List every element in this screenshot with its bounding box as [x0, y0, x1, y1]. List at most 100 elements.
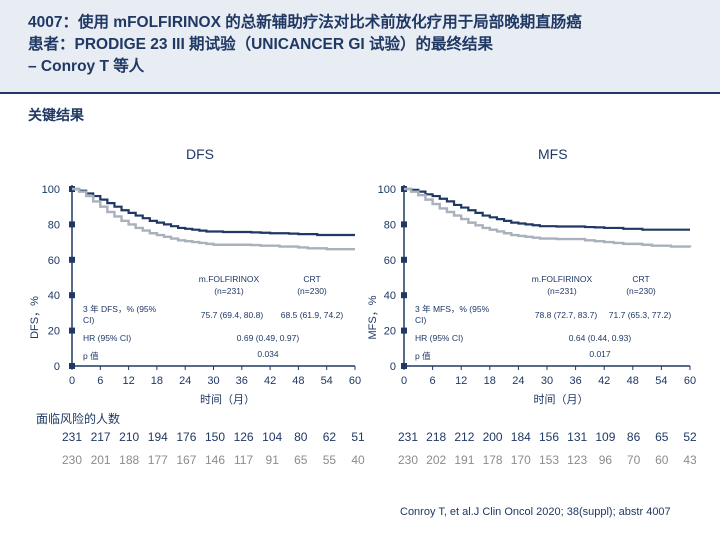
dfs-series-crt	[72, 187, 355, 251]
dfs-at-risk-mfolfirinox: 217	[91, 430, 111, 444]
dfs-row-p-value: 0.034	[257, 349, 279, 359]
mfs-series-mfolfirinox	[404, 187, 690, 231]
dfs-at-risk-crt: 65	[294, 453, 308, 467]
mfs-at-risk-crt: 60	[655, 453, 669, 467]
dfs-x-tick-label: 48	[292, 375, 304, 387]
mfs-row-3yr-mfolfirinox: 78.8 (72.7, 83.7)	[535, 310, 598, 320]
dfs-x-tick-label: 24	[179, 375, 191, 387]
mfs-x-tick-label: 48	[627, 375, 639, 387]
mfs-at-risk-crt: 178	[483, 453, 503, 467]
mfs-legend-mfolfirinox-line: m.FOLFIRINOX	[532, 274, 593, 284]
dfs-at-risk-mfolfirinox: 150	[205, 430, 225, 444]
mfs-at-risk-mfolfirinox: 212	[454, 430, 474, 444]
header-divider	[0, 92, 720, 94]
dfs-at-risk-crt: 201	[91, 453, 111, 467]
dfs-y-tick-label: 0	[54, 361, 60, 373]
dfs-at-risk-mfolfirinox: 51	[351, 430, 365, 444]
dfs-legend-crt-line: CRT	[303, 274, 320, 284]
mfs-legend-crt: CRT (n=230)	[626, 274, 656, 296]
dfs-row-p-label: p 值	[83, 351, 99, 361]
dfs-at-risk-mfolfirinox: 80	[294, 430, 308, 444]
dfs-at-risk-mfolfirinox: 176	[176, 430, 196, 444]
mfs-row-hr-label: HR (95% CI)	[415, 333, 463, 343]
dfs-x-tick-label: 6	[97, 375, 103, 387]
section-title: 关键结果	[28, 107, 84, 123]
mfs-y-tick-mark	[401, 256, 407, 263]
mfs-legend-mfolfirinox: m.FOLFIRINOX (n=231)	[532, 274, 593, 296]
mfs-x-tick-label: 12	[455, 375, 467, 387]
dfs-at-risk-crt: 146	[205, 453, 225, 467]
dfs-y-tick-label: 100	[42, 184, 60, 196]
dfs-at-risk-crt: 117	[234, 453, 253, 467]
dfs-x-axis-label: 时间（月）	[200, 393, 255, 406]
dfs-x-tick-label: 18	[151, 375, 163, 387]
dfs-legend-crt: CRT (n=230)	[297, 274, 327, 296]
dfs-row-hr-value: 0.69 (0.49, 0.97)	[237, 333, 300, 343]
mfs-x-tick-label: 42	[598, 375, 610, 387]
mfs-x-tick-label: 0	[401, 375, 407, 387]
dfs-at-risk-mfolfirinox: 104	[262, 430, 282, 444]
dfs-x-tick-label: 60	[349, 375, 361, 387]
mfs-row-hr-value: 0.64 (0.44, 0.93)	[569, 333, 632, 343]
mfs-at-risk-crt: 43	[683, 453, 697, 467]
mfs-at-risk-mfolfirinox: 109	[595, 430, 615, 444]
dfs-at-risk-crt: 55	[323, 453, 337, 467]
mfs-at-risk-mfolfirinox: 65	[655, 430, 669, 444]
mfs-y-axis-label: MFS，%	[367, 295, 379, 339]
slide-title: 4007：使用 mFOLFIRINOX 的总新辅助疗法对比术前放化疗用于局部晚期…	[28, 12, 708, 78]
dfs-y-tick-label: 80	[48, 219, 60, 231]
mfs-x-tick-label: 54	[655, 375, 667, 387]
dfs-row-3yr-crt: 68.5 (61.9, 74.2)	[281, 310, 344, 320]
dfs-y-axis-label: DFS，%	[29, 296, 41, 339]
mfs-at-risk-mfolfirinox: 52	[683, 430, 697, 444]
mfs-at-risk-crt: 96	[599, 453, 613, 467]
mfs-y-tick-mark	[401, 292, 407, 299]
mfs-x-tick-label: 30	[541, 375, 553, 387]
mfs-at-risk-mfolfirinox: 184	[511, 430, 531, 444]
mfs-y-tick-label: 60	[384, 255, 396, 267]
mfs-at-risk-crt: 70	[627, 453, 641, 467]
dfs-at-risk-crt: 91	[266, 453, 280, 467]
mfs-y-tick-label: 20	[384, 326, 396, 338]
header-band	[0, 0, 720, 92]
mfs-y-tick-label: 80	[384, 219, 396, 231]
dfs-at-risk-crt: 188	[119, 453, 139, 467]
mfs-at-risk-crt: 170	[511, 453, 531, 467]
mfs-series-crt	[404, 187, 692, 248]
mfs-x-tick-label: 18	[484, 375, 496, 387]
mfs-y-tick-mark	[401, 221, 407, 228]
mfs-row-3yr-label-line: CI)	[415, 315, 427, 325]
dfs-legend-mfolfirinox: m.FOLFIRINOX (n=231)	[199, 274, 260, 296]
title-line-3: – Conroy T 等人	[28, 58, 145, 75]
dfs-row-3yr-mfolfirinox: 75.7 (69.4, 80.8)	[201, 310, 264, 320]
mfs-at-risk-mfolfirinox: 231	[398, 430, 418, 444]
at-risk-label: 面临风险的人数	[36, 412, 121, 426]
citation: Conroy T, et al.J Clin Oncol 2020; 38(su…	[400, 506, 671, 518]
dfs-row-3yr-label: 3 年 DFS，% (95% CI)	[83, 304, 157, 325]
dfs-at-risk-mfolfirinox: 231	[62, 430, 82, 444]
mfs-x-tick-label: 24	[512, 375, 524, 387]
mfs-at-risk-crt: 230	[398, 453, 418, 467]
mfs-at-risk-mfolfirinox: 200	[483, 430, 503, 444]
mfs-x-tick-label: 60	[684, 375, 696, 387]
dfs-y-tick-label: 60	[48, 255, 60, 267]
mfs-at-risk-mfolfirinox: 86	[627, 430, 641, 444]
mfs-at-risk-crt: 123	[567, 453, 587, 467]
mfs-y-tick-label: 0	[390, 361, 396, 373]
dfs-at-risk-crt: 230	[62, 453, 82, 467]
mfs-y-tick-label: 40	[384, 290, 396, 302]
dfs-at-risk-crt: 177	[148, 453, 168, 467]
dfs-y-tick-mark	[69, 221, 75, 228]
dfs-at-risk-mfolfirinox: 62	[323, 430, 337, 444]
mfs-at-risk-mfolfirinox: 156	[539, 430, 559, 444]
mfs-x-axis-label: 时间（月）	[534, 393, 589, 406]
dfs-y-tick-mark	[69, 292, 75, 299]
mfs-x-tick-label: 6	[430, 375, 436, 387]
dfs-y-tick-mark	[69, 256, 75, 263]
dfs-y-tick-label: 40	[48, 290, 60, 302]
dfs-x-tick-label: 54	[321, 375, 333, 387]
dfs-y-tick-mark	[69, 327, 75, 334]
mfs-row-p-label: p 值	[415, 351, 431, 361]
dfs-legend-crt-line: (n=230)	[297, 286, 327, 296]
